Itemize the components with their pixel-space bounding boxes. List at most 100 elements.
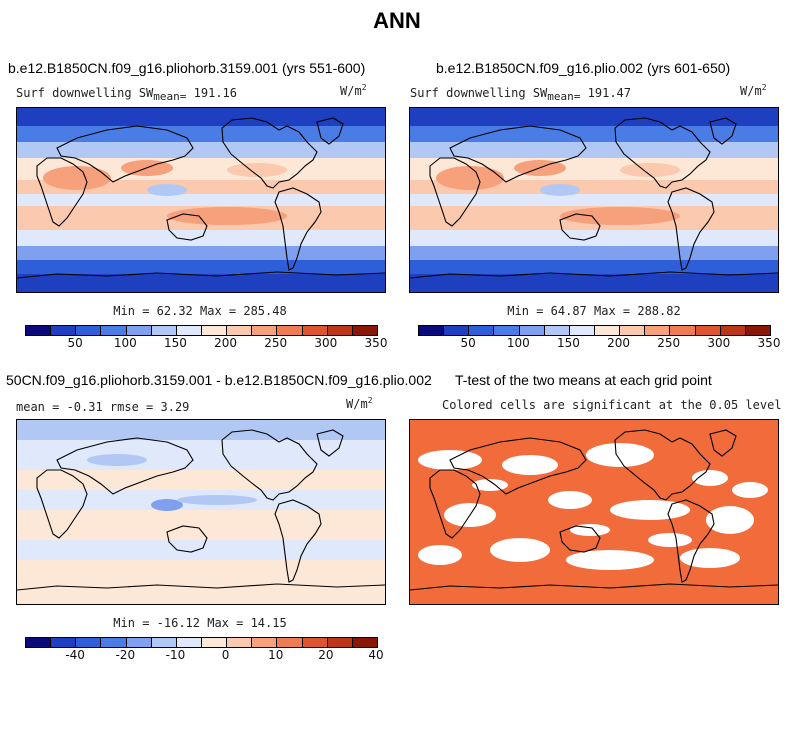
panel1-units: W/m2 (340, 83, 367, 98)
colorbar-tick-label: -10 (165, 648, 186, 662)
colorbar-swatch (151, 638, 177, 647)
panel2-minmax: Min = 64.87 Max = 288.82 (507, 304, 681, 318)
colorbar-swatch (469, 326, 495, 335)
panel4-subtitle: Colored cells are significant at the 0.0… (442, 398, 782, 412)
panel1-colorbar (25, 325, 378, 336)
insignificant-region (586, 443, 654, 467)
field-patch (436, 166, 504, 190)
coastline (429, 157, 481, 227)
coastline (166, 525, 208, 553)
panel4-title: T-test of the two means at each grid poi… (455, 372, 712, 388)
panel1-title: b.e12.B1850CN.f09_g16.pliohorb.3159.001 … (8, 60, 366, 76)
colorbar-tick-label: 100 (113, 336, 137, 350)
colorbar-swatch (444, 326, 470, 335)
colorbar-swatch (327, 326, 353, 335)
colorbar-swatch (519, 326, 545, 335)
colorbar-tick-label: -40 (65, 648, 85, 662)
colorbar-swatch (101, 638, 127, 647)
colorbar-swatch (76, 638, 102, 647)
insignificant-region (732, 482, 768, 498)
colorbar-swatch (51, 326, 77, 335)
field-patch (87, 454, 147, 466)
colorbar-swatch (227, 326, 253, 335)
field-band (410, 246, 778, 260)
insignificant-region (566, 550, 654, 570)
field-band (17, 142, 385, 158)
panel1-mean-label: mean= (153, 90, 187, 103)
colorbar-swatch (101, 326, 127, 335)
panel3-minmax: Min = -16.12 Max = 14.15 (113, 616, 287, 630)
field-band (17, 194, 385, 206)
panel2-map (409, 107, 779, 293)
coastline (274, 499, 322, 583)
colorbar-swatch (252, 638, 278, 647)
panel2-colorbar-ticks: 50 100 150 200 250 300 350 (418, 336, 781, 350)
colorbar-tick-label: 200 (607, 336, 631, 350)
coastline (316, 429, 344, 457)
panel1-var-name: Surf downwelling SW (16, 86, 154, 100)
colorbar-swatch (277, 326, 303, 335)
colorbar-swatch (26, 638, 52, 647)
field-band (17, 180, 385, 194)
coastline (449, 125, 587, 183)
insignificant-region (706, 506, 754, 534)
panel3-colorbar-ticks: -40 -20 -10 0 10 20 40 (25, 648, 383, 662)
colorbar-tick-label: 300 (314, 336, 338, 350)
coastline (36, 157, 88, 227)
colorbar-swatch (227, 638, 253, 647)
colorbar-swatch (26, 326, 52, 335)
coastline (221, 117, 318, 189)
colorbar-swatch (569, 326, 595, 335)
insignificant-region (648, 533, 692, 547)
field-band (410, 230, 778, 246)
colorbar-swatch (544, 326, 570, 335)
colorbar-swatch (695, 326, 721, 335)
colorbar-swatch (327, 638, 353, 647)
field-band (17, 260, 385, 274)
coastline (36, 469, 88, 539)
coastline (410, 271, 778, 279)
panel3-stats: mean = -0.31 rmse = 3.29 (16, 400, 190, 414)
panel2-colorbar (418, 325, 771, 336)
field-band (410, 260, 778, 274)
colorbar-swatch (494, 326, 520, 335)
panel1-colorbar-ticks: 50 100 150 200 250 300 350 (25, 336, 388, 350)
insignificant-region (490, 538, 550, 562)
colorbar-tick-label: 250 (657, 336, 681, 350)
field-patch (540, 184, 580, 196)
colorbar-swatch (277, 638, 303, 647)
colorbar-swatch (126, 638, 152, 647)
colorbar-tick-label: -20 (115, 648, 136, 662)
colorbar-tick-label: 350 (757, 336, 781, 350)
coastline (410, 583, 778, 591)
field-band (17, 470, 385, 490)
field-patch (147, 184, 187, 196)
field-patch (177, 495, 257, 505)
coastline (559, 213, 601, 241)
figure-title: ANN (373, 8, 421, 33)
colorbar-swatch (252, 326, 278, 335)
coastline (709, 429, 737, 457)
panel1-map (16, 107, 386, 293)
insignificant-region (610, 500, 690, 520)
colorbar-swatch (645, 326, 671, 335)
colorbar-tick-label: 20 (318, 648, 334, 662)
colorbar-swatch (151, 326, 177, 335)
colorbar-swatch (51, 638, 77, 647)
coastline (614, 117, 711, 189)
panel3-map (16, 419, 386, 605)
field-band (410, 108, 778, 126)
panel4-map (409, 419, 779, 605)
field-band (410, 194, 778, 206)
field-band (17, 560, 385, 604)
colorbar-swatch (302, 326, 328, 335)
coastline (17, 271, 385, 279)
field-patch (227, 163, 287, 177)
panel2-title: b.e12.B1850CN.f09_g16.plio.002 (yrs 601-… (436, 60, 731, 76)
panel3-units: W/m2 (346, 396, 373, 411)
coastline (429, 469, 481, 539)
colorbar-swatch (201, 638, 228, 647)
insignificant-region (680, 548, 740, 568)
colorbar-swatch (352, 638, 377, 647)
colorbar-swatch (352, 326, 377, 335)
